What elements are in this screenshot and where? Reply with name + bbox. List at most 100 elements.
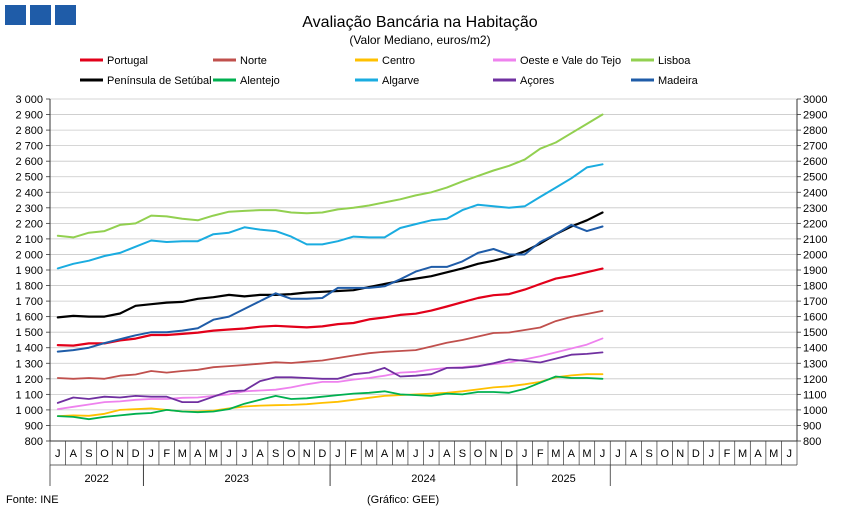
y-tick-label-right: 1300 (803, 358, 827, 370)
month-label: S (85, 448, 92, 460)
month-label: M (396, 448, 405, 460)
month-label: F (537, 448, 544, 460)
month-label: A (754, 448, 762, 460)
y-tick-label-left: 1 300 (15, 358, 43, 370)
y-tick-label-right: 1000 (803, 405, 827, 417)
logo-square-3 (55, 5, 76, 25)
y-tick-label-right: 2100 (803, 234, 827, 246)
month-label: A (381, 448, 389, 460)
month-label: S (272, 448, 279, 460)
y-tick-label-left: 3 000 (15, 94, 43, 106)
legend-label: Algarve (382, 75, 419, 87)
legend-label: Madeira (658, 75, 699, 87)
legend: Portugal Norte Centro Oeste e Vale do Tejo L… (80, 55, 699, 87)
month-label: J (226, 448, 232, 460)
legend-label: Portugal (107, 55, 148, 67)
y-tick-label-right: 1600 (803, 312, 827, 324)
gridlines (50, 98, 797, 426)
series-line-madeira (56, 223, 604, 353)
month-label: N (303, 448, 311, 460)
series-line-oeste-e-vale-do-tejo (56, 337, 604, 411)
y-tick-label-right: 800 (803, 436, 821, 448)
month-label: J (786, 448, 792, 460)
y-tick-label-left: 800 (25, 436, 43, 448)
month-label: N (490, 448, 498, 460)
y-tick-label-left: 2 300 (15, 203, 43, 215)
month-label: N (116, 448, 124, 460)
y-tick-label-left: 2 200 (15, 218, 43, 230)
y-tick-label-right: 1800 (803, 281, 827, 293)
y-tick-label-left: 2 500 (15, 172, 43, 184)
y-tick-label-left: 2 800 (15, 125, 43, 137)
logo-square-2 (30, 5, 51, 25)
chart-title: Avaliação Bancária na Habitação (302, 14, 538, 31)
series-line-centro (56, 373, 604, 418)
y-tick-label-left: 2 700 (15, 141, 43, 153)
y-tick-label-right: 2900 (803, 110, 827, 122)
legend-label: Oeste e Vale do Tejo (520, 55, 621, 67)
y-tick-label-left: 1 900 (15, 265, 43, 277)
y-tick-label-left: 1 400 (15, 343, 43, 355)
year-label: 2024 (411, 473, 435, 485)
month-label: A (70, 448, 78, 460)
month-label: D (505, 448, 513, 460)
graph-credit: (Gráfico: GEE) (367, 494, 439, 506)
y-tick-label-right: 2600 (803, 156, 827, 168)
month-label: M (209, 448, 218, 460)
month-label: A (256, 448, 264, 460)
month-label: D (132, 448, 140, 460)
y-tick-label-right: 2300 (803, 203, 827, 215)
month-label: O (660, 448, 669, 460)
month-label: J (615, 448, 621, 460)
logo-square-1 (5, 5, 26, 25)
y-tick-label-left: 1 700 (15, 296, 43, 308)
y-tick-label-right: 3000 (803, 94, 827, 106)
series-line-algarve (56, 163, 604, 270)
month-label: M (769, 448, 778, 460)
month-label: J (709, 448, 715, 460)
legend-label: Alentejo (240, 75, 280, 87)
month-label: M (178, 448, 187, 460)
axes: 800 800 900 900 1 000 1000 1 100 1100 1 200 1200 1… (15, 94, 827, 486)
y-tick-label-right: 900 (803, 420, 821, 432)
month-label: S (459, 448, 466, 460)
series-line-portugal (56, 267, 604, 347)
y-tick-label-right: 2800 (803, 125, 827, 137)
month-label: F (350, 448, 357, 460)
month-label: A (568, 448, 576, 460)
y-tick-label-right: 1900 (803, 265, 827, 277)
month-label: M (582, 448, 591, 460)
series-line-a-ores (56, 351, 604, 404)
month-label: M (738, 448, 747, 460)
month-label: J (55, 448, 61, 460)
series-line-lisboa (56, 113, 604, 239)
y-tick-label-right: 1500 (803, 327, 827, 339)
month-label: J (429, 448, 435, 460)
y-tick-label-left: 2 000 (15, 249, 43, 261)
legend-label: Península de Setúbal (107, 75, 212, 87)
y-tick-label-left: 1 000 (15, 405, 43, 417)
month-label: O (100, 448, 109, 460)
y-tick-label-left: 1 600 (15, 312, 43, 324)
legend-label: Centro (382, 55, 415, 67)
y-tick-label-right: 2500 (803, 172, 827, 184)
y-tick-label-left: 2 400 (15, 187, 43, 199)
series-lines (56, 113, 604, 421)
y-tick-label-right: 1400 (803, 343, 827, 355)
month-label: N (676, 448, 684, 460)
source-note: Fonte: INE (6, 494, 59, 506)
month-label: M (364, 448, 373, 460)
month-label: J (242, 448, 248, 460)
year-label: 2022 (84, 473, 108, 485)
y-tick-label-left: 900 (25, 420, 43, 432)
y-tick-label-right: 2400 (803, 187, 827, 199)
y-tick-label-left: 1 200 (15, 374, 43, 386)
y-tick-label-right: 1100 (803, 389, 827, 401)
series-line-pen-nsula-de-set-bal (56, 211, 604, 319)
y-tick-label-left: 2 900 (15, 110, 43, 122)
month-label: J (600, 448, 606, 460)
legend-label: Açores (520, 75, 555, 87)
series-line-norte (56, 309, 604, 380)
month-label: A (443, 448, 451, 460)
